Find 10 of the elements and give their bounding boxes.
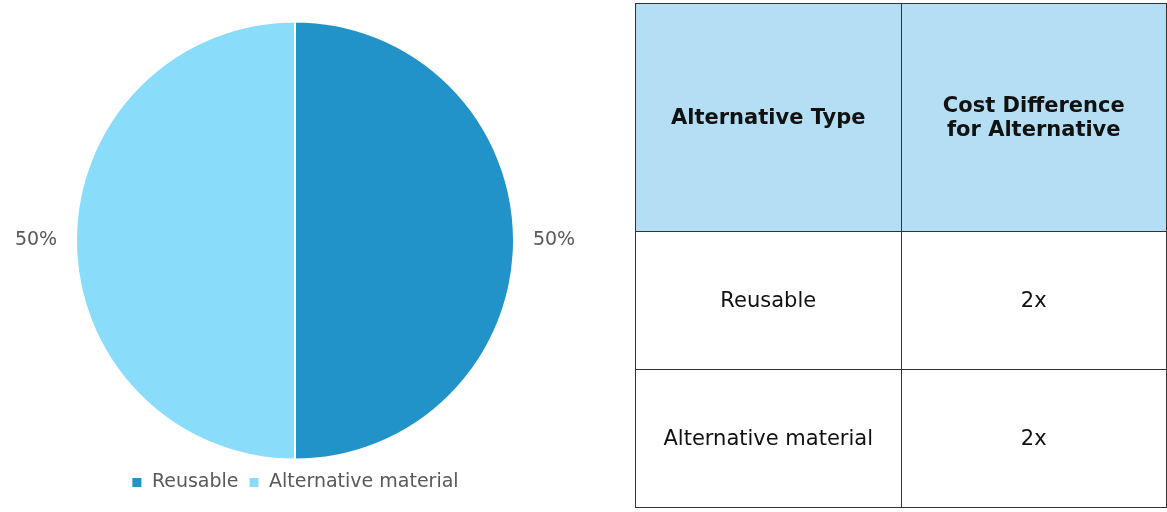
text: 2x xyxy=(1020,426,1047,451)
text: 2x xyxy=(1020,288,1047,313)
category-label: Alternative Type xyxy=(635,3,901,232)
category-label: Alternative material xyxy=(663,426,874,451)
data-label: 50% xyxy=(532,227,576,250)
category-label: Reusable xyxy=(720,288,817,313)
legend-label: Alternative material xyxy=(269,469,459,492)
legend-label: Reusable xyxy=(151,469,239,492)
category-label: Cost Difference for Alternative xyxy=(901,3,1167,232)
data-label: 50% xyxy=(14,227,58,250)
